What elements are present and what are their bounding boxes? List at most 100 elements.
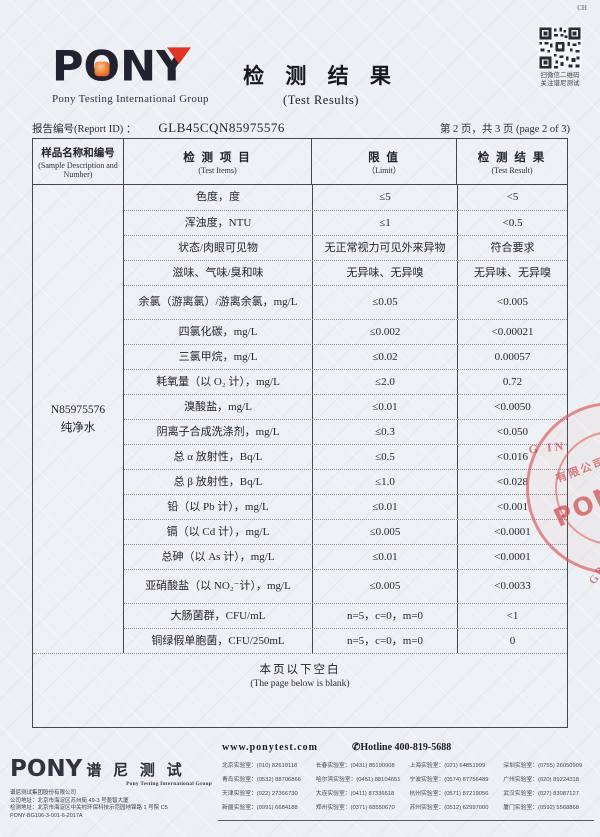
doc-code: PONY-BG106-3-001-6-2017A xyxy=(10,812,83,819)
row-item: 总 β 放射性，Bq/L xyxy=(173,475,263,488)
header-test-items-zh: 检 测 项 目 xyxy=(183,151,252,164)
table-row: 总 α 放射性，Bq/L ≤0.5 <0.016 xyxy=(124,444,567,469)
lab-phone: 厦门实验室：(0592) 5568868 xyxy=(503,805,579,811)
row-item: 铅（以 Pb 计），mg/L xyxy=(167,500,269,513)
report-title: 检 测 结 果 (Test Results) xyxy=(226,60,416,108)
blank-note: 本页以下空白 (The page below is blank) xyxy=(33,653,567,695)
header-sample: 样品名称和编号 (Sample Description and Number) xyxy=(33,139,123,184)
row-result: <0.016 xyxy=(457,445,567,469)
row-limit: ≤0.005 xyxy=(312,570,457,603)
company-address: 公司地址：北京市海淀区苏州街 49-3 号盈智大厦 xyxy=(10,797,129,804)
footer-logo-block: PONY 谱 尼 测 试 Pony Testing International … xyxy=(10,758,212,820)
row-result: 0 xyxy=(457,629,567,653)
row-item: 铜绿假单胞菌，CFU/250mL xyxy=(151,634,285,647)
row-item: 阴离子合成洗涤剂，mg/L xyxy=(156,425,280,438)
website-text: www.ponytest.com xyxy=(222,742,318,753)
lab-phone: 新疆实验室：(0991) 6684188 xyxy=(222,805,298,811)
footer-logo-subtitle: Pony Testing International Group xyxy=(126,781,212,787)
lab-phone: 大连实验室：(0411) 87336618 xyxy=(315,791,395,797)
row-item: 耗氧量（以 O₂ 计），mg/L xyxy=(156,375,280,388)
footer-company-info: 谱尼测试集团股份有限公司 公司地址：北京市海淀区苏州街 49-3 号盈智大厦 检… xyxy=(10,790,212,820)
row-limit: ≤0.5 xyxy=(312,445,457,469)
row-item: 滋味、气味/臭和味 xyxy=(172,266,264,279)
header-result: 检 测 结 果 (Test Result) xyxy=(456,139,567,184)
row-item: 大肠菌群，CFU/mL xyxy=(170,609,266,622)
table-header-row: 样品名称和编号 (Sample Description and Number) … xyxy=(33,139,567,185)
row-item: 浑浊度，NTU xyxy=(184,216,252,229)
lab-phone: 武汉实验室：(027) 83087127 xyxy=(503,791,579,797)
header-sample-zh: 样品名称和编号 xyxy=(41,147,115,159)
row-limit: n=5，c=0，m=0 xyxy=(312,604,457,628)
sample-cell: N85975576 纯净水 xyxy=(33,185,123,653)
table-row: 三氯甲烷，mg/L ≤0.02 0.00057 xyxy=(124,344,567,369)
header-limit-zh: 限 值 xyxy=(368,151,400,164)
table-row: 总砷（以 As 计），mg/L ≤0.01 <0.0001 xyxy=(124,544,567,569)
lab-phone: 宁波实验室：(0574) 87756489 xyxy=(409,777,489,783)
blank-note-en: (The page below is blank) xyxy=(250,678,350,689)
qr-caption-line1: 扫微信二维码 xyxy=(540,72,580,79)
table-row: 亚硝酸盐（以 NO₂⁻计），mg/L ≤0.005 <0.0033 xyxy=(124,569,567,603)
table-row: 大肠菌群，CFU/mL n=5，c=0，m=0 <1 xyxy=(124,603,567,628)
lab-phone: 郑州实验室：(0371) 68550670 xyxy=(315,805,395,811)
footer: PONY 谱 尼 测 试 Pony Testing International … xyxy=(0,742,600,837)
row-limit: ≤5 xyxy=(312,185,457,210)
lab-phone: 长春实验室：(0431) 85190908 xyxy=(315,763,395,769)
page-info: 第 2 页，共 3 页 (page 2 of 3) xyxy=(439,124,570,135)
qr-caption-line2: 关注谱尼测试 xyxy=(540,80,580,87)
row-result: 0.00057 xyxy=(457,345,567,369)
row-item: 溴酸盐，mg/L xyxy=(184,400,252,413)
footer-contact-block: www.ponytest.com ✆Hotline 400-819-5688 北… xyxy=(218,742,594,821)
header-result-zh: 检 测 结 果 xyxy=(477,151,547,164)
row-result: <5 xyxy=(457,185,567,210)
lab-phone: 青岛实验室：(0532) 88706866 xyxy=(222,777,301,783)
sample-id: N85975576 xyxy=(50,404,106,416)
corner-mark: CH xyxy=(577,4,587,12)
table-row: 浑浊度，NTU ≤1 <0.5 xyxy=(124,210,567,235)
row-limit: ≤0.02 xyxy=(312,345,457,369)
row-limit: ≤0.005 xyxy=(312,520,457,544)
row-limit: ≤1 xyxy=(312,211,457,235)
lab-phone: 广州实验室：(020) 89224318 xyxy=(503,777,579,783)
row-limit: ≤0.3 xyxy=(312,420,457,444)
logo-letter-o: O xyxy=(83,42,121,92)
row-result: <1 xyxy=(457,604,567,628)
row-result: <0.0001 xyxy=(457,545,567,569)
row-limit: 无异味、无异嗅 xyxy=(312,261,457,285)
row-limit: ≤0.05 xyxy=(312,286,457,319)
lab-phone: 深圳实验室：(0755) 26050909 xyxy=(503,763,583,769)
labs-phone-grid: 北京实验室：(010) 82618118 长春实验室：(0431) 851909… xyxy=(218,760,594,821)
header-limit-en: （Limit） xyxy=(367,165,401,175)
results-table: 样品名称和编号 (Sample Description and Number) … xyxy=(32,138,568,728)
logo-subtitle: Pony Testing International Group xyxy=(52,93,209,105)
row-item: 四氯化碳，mg/L xyxy=(178,325,258,338)
report-id-group: 报告编号(Report ID) ： GLB45CQN85975576 xyxy=(32,120,285,136)
logo-letter-y: Y xyxy=(156,42,192,92)
row-result: <0.0033 xyxy=(457,570,567,603)
row-limit: ≤0.01 xyxy=(312,495,457,519)
company-name: 谱尼测试集团股份有限公司 xyxy=(10,790,77,796)
lab-phone: 上海实验室：(021) 64851999 xyxy=(409,763,486,769)
row-limit: ≤0.002 xyxy=(312,320,457,344)
footer-contact-top: www.ponytest.com ✆Hotline 400-819-5688 xyxy=(218,742,594,753)
table-row: 耗氧量（以 O₂ 计），mg/L ≤2.0 0.72 xyxy=(124,369,567,394)
table-body: N85975576 纯净水 色度，度 ≤5 <5 浑浊度，NTU ≤1 <0.5 状态/… xyxy=(33,185,567,653)
row-item: 状态/肉眼可见物 xyxy=(177,241,259,254)
report-title-zh: 检 测 结 果 xyxy=(243,64,399,88)
row-limit: ≤2.0 xyxy=(312,370,457,394)
footer-logo-line: PONY 谱 尼 测 试 xyxy=(10,758,212,781)
table-rows: 色度，度 ≤5 <5 浑浊度，NTU ≤1 <0.5 状态/肉眼可见物 无正常视力可见外来… xyxy=(123,185,567,653)
header-result-en: (Test Result) xyxy=(491,165,533,175)
header-limit: 限 值 （Limit） xyxy=(311,139,456,184)
header-test-items-en: (Test Items) xyxy=(198,165,237,175)
testing-address: 检测地址：北京市海淀区中关村环保科技示范园地锦路 1 号院 C5 xyxy=(10,805,168,811)
sample-name: 纯净水 xyxy=(60,422,96,434)
report-meta-row: 报告编号(Report ID) ： GLB45CQN85975576 第 2 页… xyxy=(32,114,570,136)
table-row: 总 β 放射性，Bq/L ≤1.0 <0.028 xyxy=(124,469,567,494)
table-row: 状态/肉眼可见物 无正常视力可见外来异物 符合要求 xyxy=(124,235,567,260)
row-item: 三氯甲烷，mg/L xyxy=(178,350,258,363)
row-item: 色度，度 xyxy=(196,191,240,204)
row-item: 总砷（以 As 计），mg/L xyxy=(161,550,275,563)
row-result: <0.001 xyxy=(457,495,567,519)
table-filler xyxy=(33,695,567,727)
